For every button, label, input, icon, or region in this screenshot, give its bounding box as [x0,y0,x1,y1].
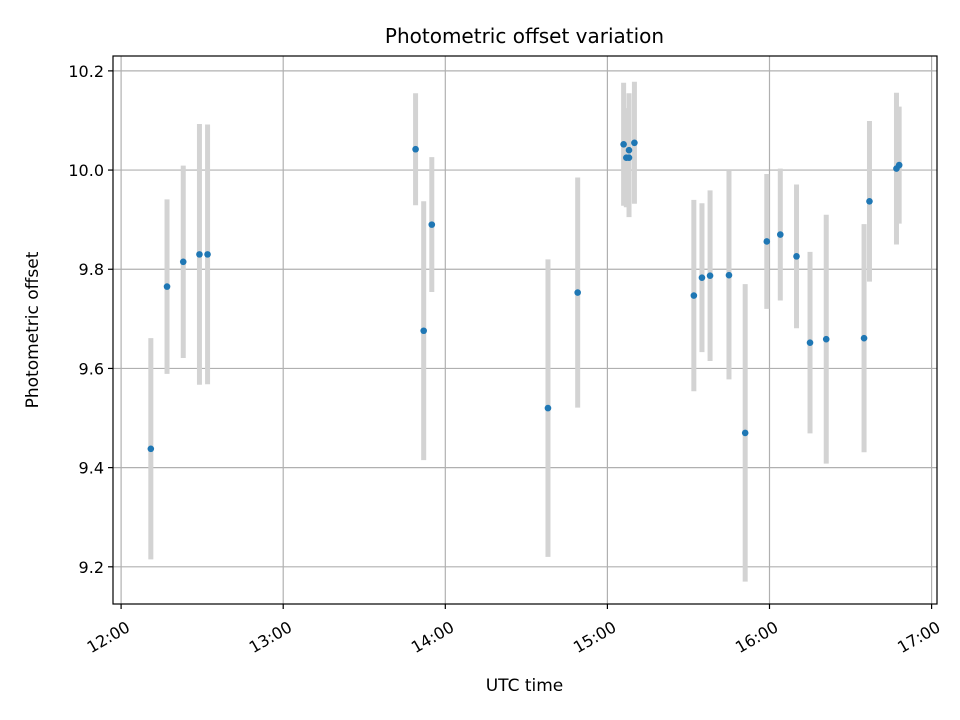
data-point [163,283,171,290]
y-tick-label: 9.6 [79,359,104,378]
y-tick-label: 9.8 [79,260,104,279]
data-point [428,221,436,228]
data-point [777,231,784,238]
data-point [895,161,903,169]
data-point [147,445,155,453]
data-point [690,292,698,299]
data-point [793,253,800,260]
plot-frame [112,55,938,605]
data-points [147,139,903,453]
data-point [741,429,749,437]
data-point [631,139,638,147]
data-point [412,145,419,153]
data-point [763,238,771,245]
y-tick-label: 10.0 [68,161,104,180]
y-tick-label: 9.2 [79,558,104,577]
y-axis-label: Photometric offset [23,251,43,408]
data-point [698,274,706,281]
data-point [420,327,427,335]
data-point [204,251,211,258]
data-point [544,404,552,412]
data-point [196,251,203,258]
chart-title: Photometric offset variation [385,24,664,48]
y-axis: 9.2 9.4 9.6 9.8 10.0 10.2 [68,62,113,577]
data-point [706,272,714,279]
y-tick-label: 9.4 [79,459,104,478]
grid [113,56,937,604]
x-axis-label: UTC time [486,676,564,696]
data-point [860,334,868,342]
data-point [179,258,187,266]
data-point [725,271,733,279]
data-point [625,154,633,161]
data-point [625,146,633,154]
data-point [822,335,830,343]
y-tick-label: 10.2 [68,62,104,81]
data-point [574,289,581,296]
data-point [620,140,627,148]
data-point [866,198,873,205]
data-point [806,339,814,346]
